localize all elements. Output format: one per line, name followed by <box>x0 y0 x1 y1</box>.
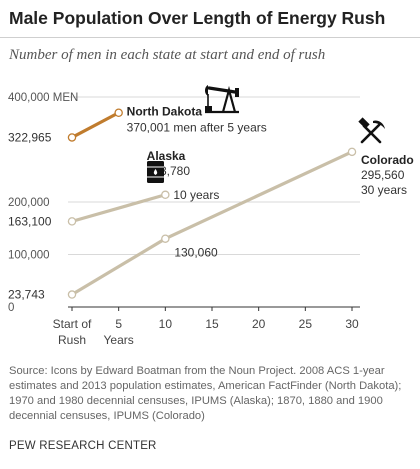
end-value-label: 295,560 <box>361 168 405 182</box>
data-point <box>347 147 357 157</box>
series-line-alaska <box>70 193 167 223</box>
series-lines <box>67 108 357 299</box>
end-duration-label: 30 years <box>361 183 407 197</box>
data-labels: 322,965 163,100 23,743 North Dakota 370,001 … <box>8 105 414 302</box>
pickaxe-hammer-icon <box>358 117 385 144</box>
data-point <box>67 133 77 142</box>
data-point <box>67 290 77 299</box>
source-note: Source: Icons by Edward Boatman from the… <box>9 365 402 422</box>
start-value-label: 322,965 <box>8 130 52 144</box>
x-tick-label: Start of <box>53 317 92 331</box>
x-tick-label: 25 <box>299 317 313 331</box>
series-line-colorado <box>70 150 354 297</box>
x-tick-sublabel: Years <box>104 333 134 347</box>
start-value-label: 23,743 <box>8 288 45 302</box>
series-name-label: Alaska <box>147 149 186 163</box>
title-divider <box>0 37 420 38</box>
chart-title: Male Population Over Length of Energy Ru… <box>9 8 386 28</box>
data-point <box>114 108 123 117</box>
mid-value-label: 130,060 <box>174 246 218 260</box>
y-tick-label: 400,000 MEN <box>8 92 78 104</box>
axes: 0 100,000 200,000 400,000 MEN Start of Rush 5 Y… <box>8 92 360 347</box>
x-tick-label: 30 <box>345 317 359 331</box>
end-duration-label: 10 years <box>173 188 219 202</box>
x-tick-label: 20 <box>252 317 266 331</box>
state-icons <box>147 85 385 183</box>
brand-logo-text: PEW RESEARCH CENTER <box>9 440 157 452</box>
grid-lines <box>68 96 360 255</box>
series-name-label: North Dakota <box>127 105 203 119</box>
end-value-label: 370,001 men after 5 years <box>127 121 267 135</box>
y-tick-label: 100,000 <box>8 250 50 262</box>
x-tick-sublabel: Rush <box>58 333 86 347</box>
data-point <box>161 234 170 243</box>
x-tick-label: 15 <box>205 317 219 331</box>
chart-subtitle: Number of men in each state at start and… <box>9 47 326 63</box>
y-tick-label: 200,000 <box>8 197 50 209</box>
series-line-north-dakota <box>70 111 121 140</box>
data-point <box>67 217 77 226</box>
oil-barrel-icon <box>147 161 164 183</box>
series-name-label: Colorado <box>361 153 414 167</box>
x-tick-label: 10 <box>159 317 173 331</box>
oil-pump-icon <box>205 85 239 114</box>
start-value-label: 163,100 <box>8 214 52 228</box>
x-tick-label: 5 <box>115 317 122 331</box>
data-point <box>161 190 170 200</box>
y-tick-label: 0 <box>8 302 14 314</box>
